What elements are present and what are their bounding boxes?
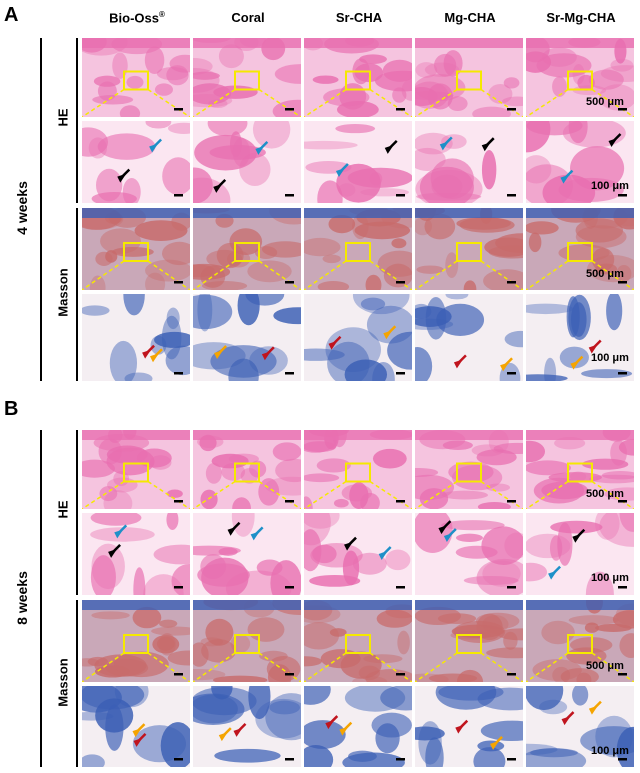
- column-header-bio-oss: Bio-Oss®: [109, 10, 165, 26]
- micrograph-a-he-overview-mg-cha: [415, 38, 523, 117]
- micrograph-b-he-overview-bio-oss: [82, 430, 190, 509]
- micrograph-b-masson-zoom-sr-cha: [304, 686, 412, 767]
- column-header-coral: Coral: [231, 10, 265, 25]
- micrograph-a-he-zoom-sr-cha: [304, 121, 412, 203]
- micrograph-b-masson-overview-sr-mg-cha: [526, 600, 634, 682]
- bracket-line-he-a: [76, 38, 78, 203]
- micrograph-b-he-overview-sr-mg-cha: [526, 430, 634, 509]
- micrograph-a-masson-overview-bio-oss: [82, 208, 190, 290]
- micrograph-b-he-overview-sr-cha: [304, 430, 412, 509]
- stain-label-he-a: HE: [55, 108, 71, 127]
- micrograph-a-masson-zoom-coral: [193, 294, 301, 381]
- micrograph-a-masson-zoom-sr-mg-cha: [526, 294, 634, 381]
- bracket-line-masson-a: [76, 208, 78, 381]
- micrograph-a-he-overview-sr-mg-cha: [526, 38, 634, 117]
- column-header-sr-cha: Sr-CHA: [335, 10, 383, 25]
- micrograph-b-he-zoom-sr-mg-cha: [526, 513, 634, 595]
- stain-label-masson-b: Masson: [55, 658, 71, 707]
- micrograph-a-he-overview-sr-cha: [304, 38, 412, 117]
- bracket-line-he-b: [76, 430, 78, 595]
- scale-label-zoom-b-he: 100 μm: [591, 572, 629, 584]
- micrograph-a-masson-zoom-mg-cha: [415, 294, 523, 381]
- panel-letter-b: B: [4, 398, 19, 420]
- micrograph-a-masson-overview-mg-cha: [415, 208, 523, 290]
- micrograph-b-he-overview-coral: [193, 430, 301, 509]
- micrograph-b-he-zoom-coral: [193, 513, 301, 595]
- scale-label-zoom-b-masson: 100 μm: [591, 745, 629, 757]
- time-label-8-weeks: 8 weeks: [14, 571, 30, 625]
- bracket-line-8-weeks: [40, 430, 42, 767]
- micrograph-a-he-zoom-bio-oss: [82, 121, 190, 203]
- time-label-4-weeks: 4 weeks: [14, 181, 30, 235]
- micrograph-b-he-overview-mg-cha: [415, 430, 523, 509]
- stain-label-he-b: HE: [55, 500, 71, 519]
- scale-label-overview-a-he: 500 μm: [586, 96, 624, 108]
- micrograph-b-masson-overview-coral: [193, 600, 301, 682]
- micrograph-a-he-overview-coral: [193, 38, 301, 117]
- column-header-mg-cha: Mg-CHA: [444, 10, 496, 25]
- micrograph-a-he-zoom-mg-cha: [415, 121, 523, 203]
- bracket-line-masson-b: [76, 600, 78, 767]
- scale-label-overview-b-he: 500 μm: [586, 488, 624, 500]
- scale-label-zoom-a-he: 100 μm: [591, 180, 629, 192]
- micrograph-a-masson-overview-coral: [193, 208, 301, 290]
- micrograph-a-he-overview-bio-oss: [82, 38, 190, 117]
- panel-letter-a: A: [4, 4, 19, 26]
- micrograph-b-he-zoom-bio-oss: [82, 513, 190, 595]
- scale-label-overview-b-masson: 500 μm: [586, 660, 624, 672]
- column-header-sr-mg-cha: Sr-Mg-CHA: [546, 10, 616, 25]
- micrograph-b-masson-zoom-bio-oss: [82, 686, 190, 767]
- micrograph-b-masson-zoom-coral: [193, 686, 301, 767]
- bracket-line-4-weeks: [40, 38, 42, 381]
- micrograph-b-masson-overview-mg-cha: [415, 600, 523, 682]
- micrograph-b-he-zoom-sr-cha: [304, 513, 412, 595]
- micrograph-b-masson-zoom-sr-mg-cha: [526, 686, 634, 767]
- stain-label-masson-a: Masson: [55, 268, 71, 317]
- micrograph-a-masson-overview-sr-cha: [304, 208, 412, 290]
- micrograph-a-masson-overview-sr-mg-cha: [526, 208, 634, 290]
- micrograph-b-masson-zoom-mg-cha: [415, 686, 523, 767]
- micrograph-b-he-zoom-mg-cha: [415, 513, 523, 595]
- scale-label-overview-a-masson: 500 μm: [586, 268, 624, 280]
- micrograph-a-masson-zoom-bio-oss: [82, 294, 190, 381]
- scale-label-zoom-a-masson: 100 μm: [591, 352, 629, 364]
- micrograph-b-masson-overview-sr-cha: [304, 600, 412, 682]
- micrograph-a-he-zoom-sr-mg-cha: [526, 121, 634, 203]
- micrograph-a-masson-zoom-sr-cha: [304, 294, 412, 381]
- micrograph-b-masson-overview-bio-oss: [82, 600, 190, 682]
- micrograph-a-he-zoom-coral: [193, 121, 301, 203]
